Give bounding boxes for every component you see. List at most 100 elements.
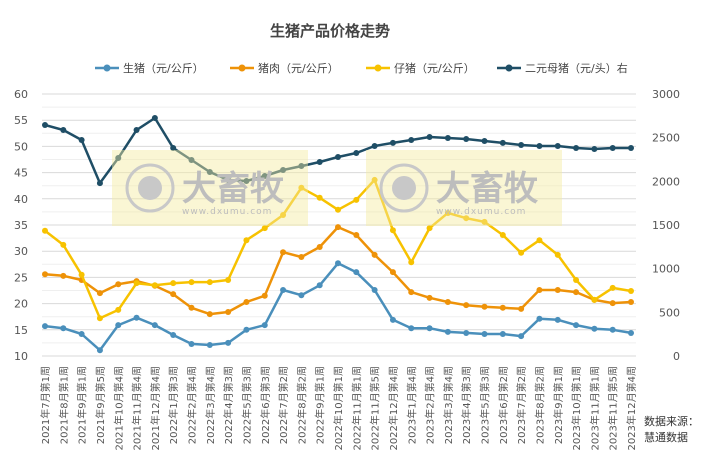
- watermark-brand: 大畜牧: [182, 169, 285, 209]
- data-point: [426, 325, 433, 332]
- data-point: [151, 322, 158, 329]
- watermark-brand: 大畜牧: [436, 169, 539, 209]
- x-tick-label: 2022年8月第2周: [295, 366, 308, 444]
- legend-marker: [505, 64, 513, 72]
- x-tick-label: 2021年7月第1周: [39, 366, 52, 444]
- data-point: [280, 286, 287, 293]
- data-point: [353, 150, 360, 157]
- data-point: [408, 259, 415, 266]
- x-tick-label: 2022年12月第4周: [387, 366, 400, 451]
- y-left-tick-label: 50: [14, 140, 28, 153]
- data-point: [499, 304, 506, 311]
- data-point: [298, 184, 305, 191]
- data-point: [170, 144, 177, 151]
- data-point: [298, 253, 305, 260]
- series-line: [44, 225, 632, 316]
- data-point: [335, 153, 341, 160]
- data-point: [463, 135, 470, 142]
- data-point: [444, 209, 451, 216]
- data-point: [170, 291, 177, 298]
- data-point: [444, 135, 451, 142]
- legend-label: 猪肉（元/公斤）: [258, 62, 339, 75]
- x-tick-label: 2022年2月第4周: [186, 366, 199, 444]
- x-tick-label: 2023年10月第1周: [570, 366, 583, 451]
- data-point: [261, 173, 268, 180]
- watermark-url: www.dxumu.com: [436, 207, 526, 217]
- data-point: [115, 155, 122, 162]
- x-tick-label: 2023年3月第4周: [442, 366, 455, 444]
- data-point: [133, 314, 140, 321]
- chart-title: 生猪产品价格走势: [270, 22, 390, 40]
- data-point: [42, 122, 48, 129]
- x-tick-label: 2023年9月第1周: [552, 366, 565, 444]
- data-point: [206, 168, 213, 175]
- data-point: [609, 144, 616, 151]
- data-point: [60, 325, 67, 332]
- y-right-tick-label: 3000: [652, 88, 680, 101]
- legend: 生猪（元/公斤） 猪肉（元/公斤） 仔猪（元/公斤） 二元母猪（元/头）右: [95, 61, 628, 75]
- data-point: [280, 249, 287, 256]
- data-point: [573, 277, 580, 284]
- data-point: [261, 225, 268, 232]
- data-point: [536, 286, 543, 293]
- y-right-tick-label: 500: [659, 306, 680, 319]
- data-point: [389, 139, 396, 146]
- data-point: [96, 290, 103, 297]
- data-point: [96, 315, 103, 322]
- y-right-tick-label: 1500: [652, 219, 680, 232]
- x-tick-label: 2022年9月第1周: [314, 366, 327, 444]
- data-point: [554, 251, 561, 258]
- data-point: [573, 289, 580, 296]
- data-point: [96, 180, 103, 187]
- legend-label: 二元母猪（元/头）右: [525, 61, 628, 75]
- x-tick-label: 2022年5月第3周: [240, 366, 253, 444]
- x-tick-label: 2023年2月第4周: [424, 366, 437, 444]
- data-point: [316, 244, 323, 251]
- data-point: [280, 166, 287, 173]
- x-tick-label: 2023年11月第1周: [588, 366, 601, 451]
- data-point: [133, 280, 140, 287]
- data-point: [243, 237, 250, 244]
- source-name: 慧通数据: [644, 430, 688, 444]
- data-point: [335, 206, 341, 213]
- legend-marker: [103, 64, 111, 72]
- data-point: [78, 137, 85, 144]
- data-point: [78, 330, 85, 337]
- data-point: [243, 299, 250, 306]
- data-point: [628, 144, 634, 151]
- data-point: [609, 326, 616, 333]
- data-point: [408, 289, 415, 296]
- gridlines: [42, 93, 636, 357]
- data-point: [206, 341, 213, 348]
- y-left-tick-label: 25: [14, 271, 28, 284]
- data-point: [353, 196, 360, 203]
- data-point: [115, 306, 122, 313]
- x-tick-label: 2021年11月第4周: [131, 366, 144, 451]
- data-point: [591, 146, 598, 153]
- data-point: [408, 325, 415, 332]
- data-point: [261, 322, 268, 329]
- data-point: [609, 300, 616, 307]
- data-point: [60, 126, 67, 133]
- data-point: [481, 218, 488, 225]
- y-left-tick-label: 60: [14, 88, 28, 101]
- data-point: [261, 292, 268, 299]
- data-point: [609, 284, 616, 291]
- data-point: [60, 272, 67, 279]
- x-tick-label: 2021年12月第4周: [149, 366, 162, 451]
- data-point: [628, 299, 634, 306]
- x-tick-label: 2023年6月第2周: [497, 366, 510, 444]
- data-point: [463, 329, 470, 336]
- data-point: [353, 231, 360, 238]
- y-right-tick-label: 1000: [652, 263, 680, 276]
- data-point: [426, 225, 433, 232]
- data-point: [133, 126, 140, 133]
- y-left-tick-label: 35: [14, 219, 28, 232]
- y-axis-left: 10 15 20 25 30 35 40 45 50 55 60: [14, 88, 28, 363]
- legend-item: 仔猪（元/公斤）: [366, 62, 475, 75]
- data-point: [518, 333, 525, 340]
- data-point: [408, 137, 415, 144]
- series-group: [42, 115, 634, 354]
